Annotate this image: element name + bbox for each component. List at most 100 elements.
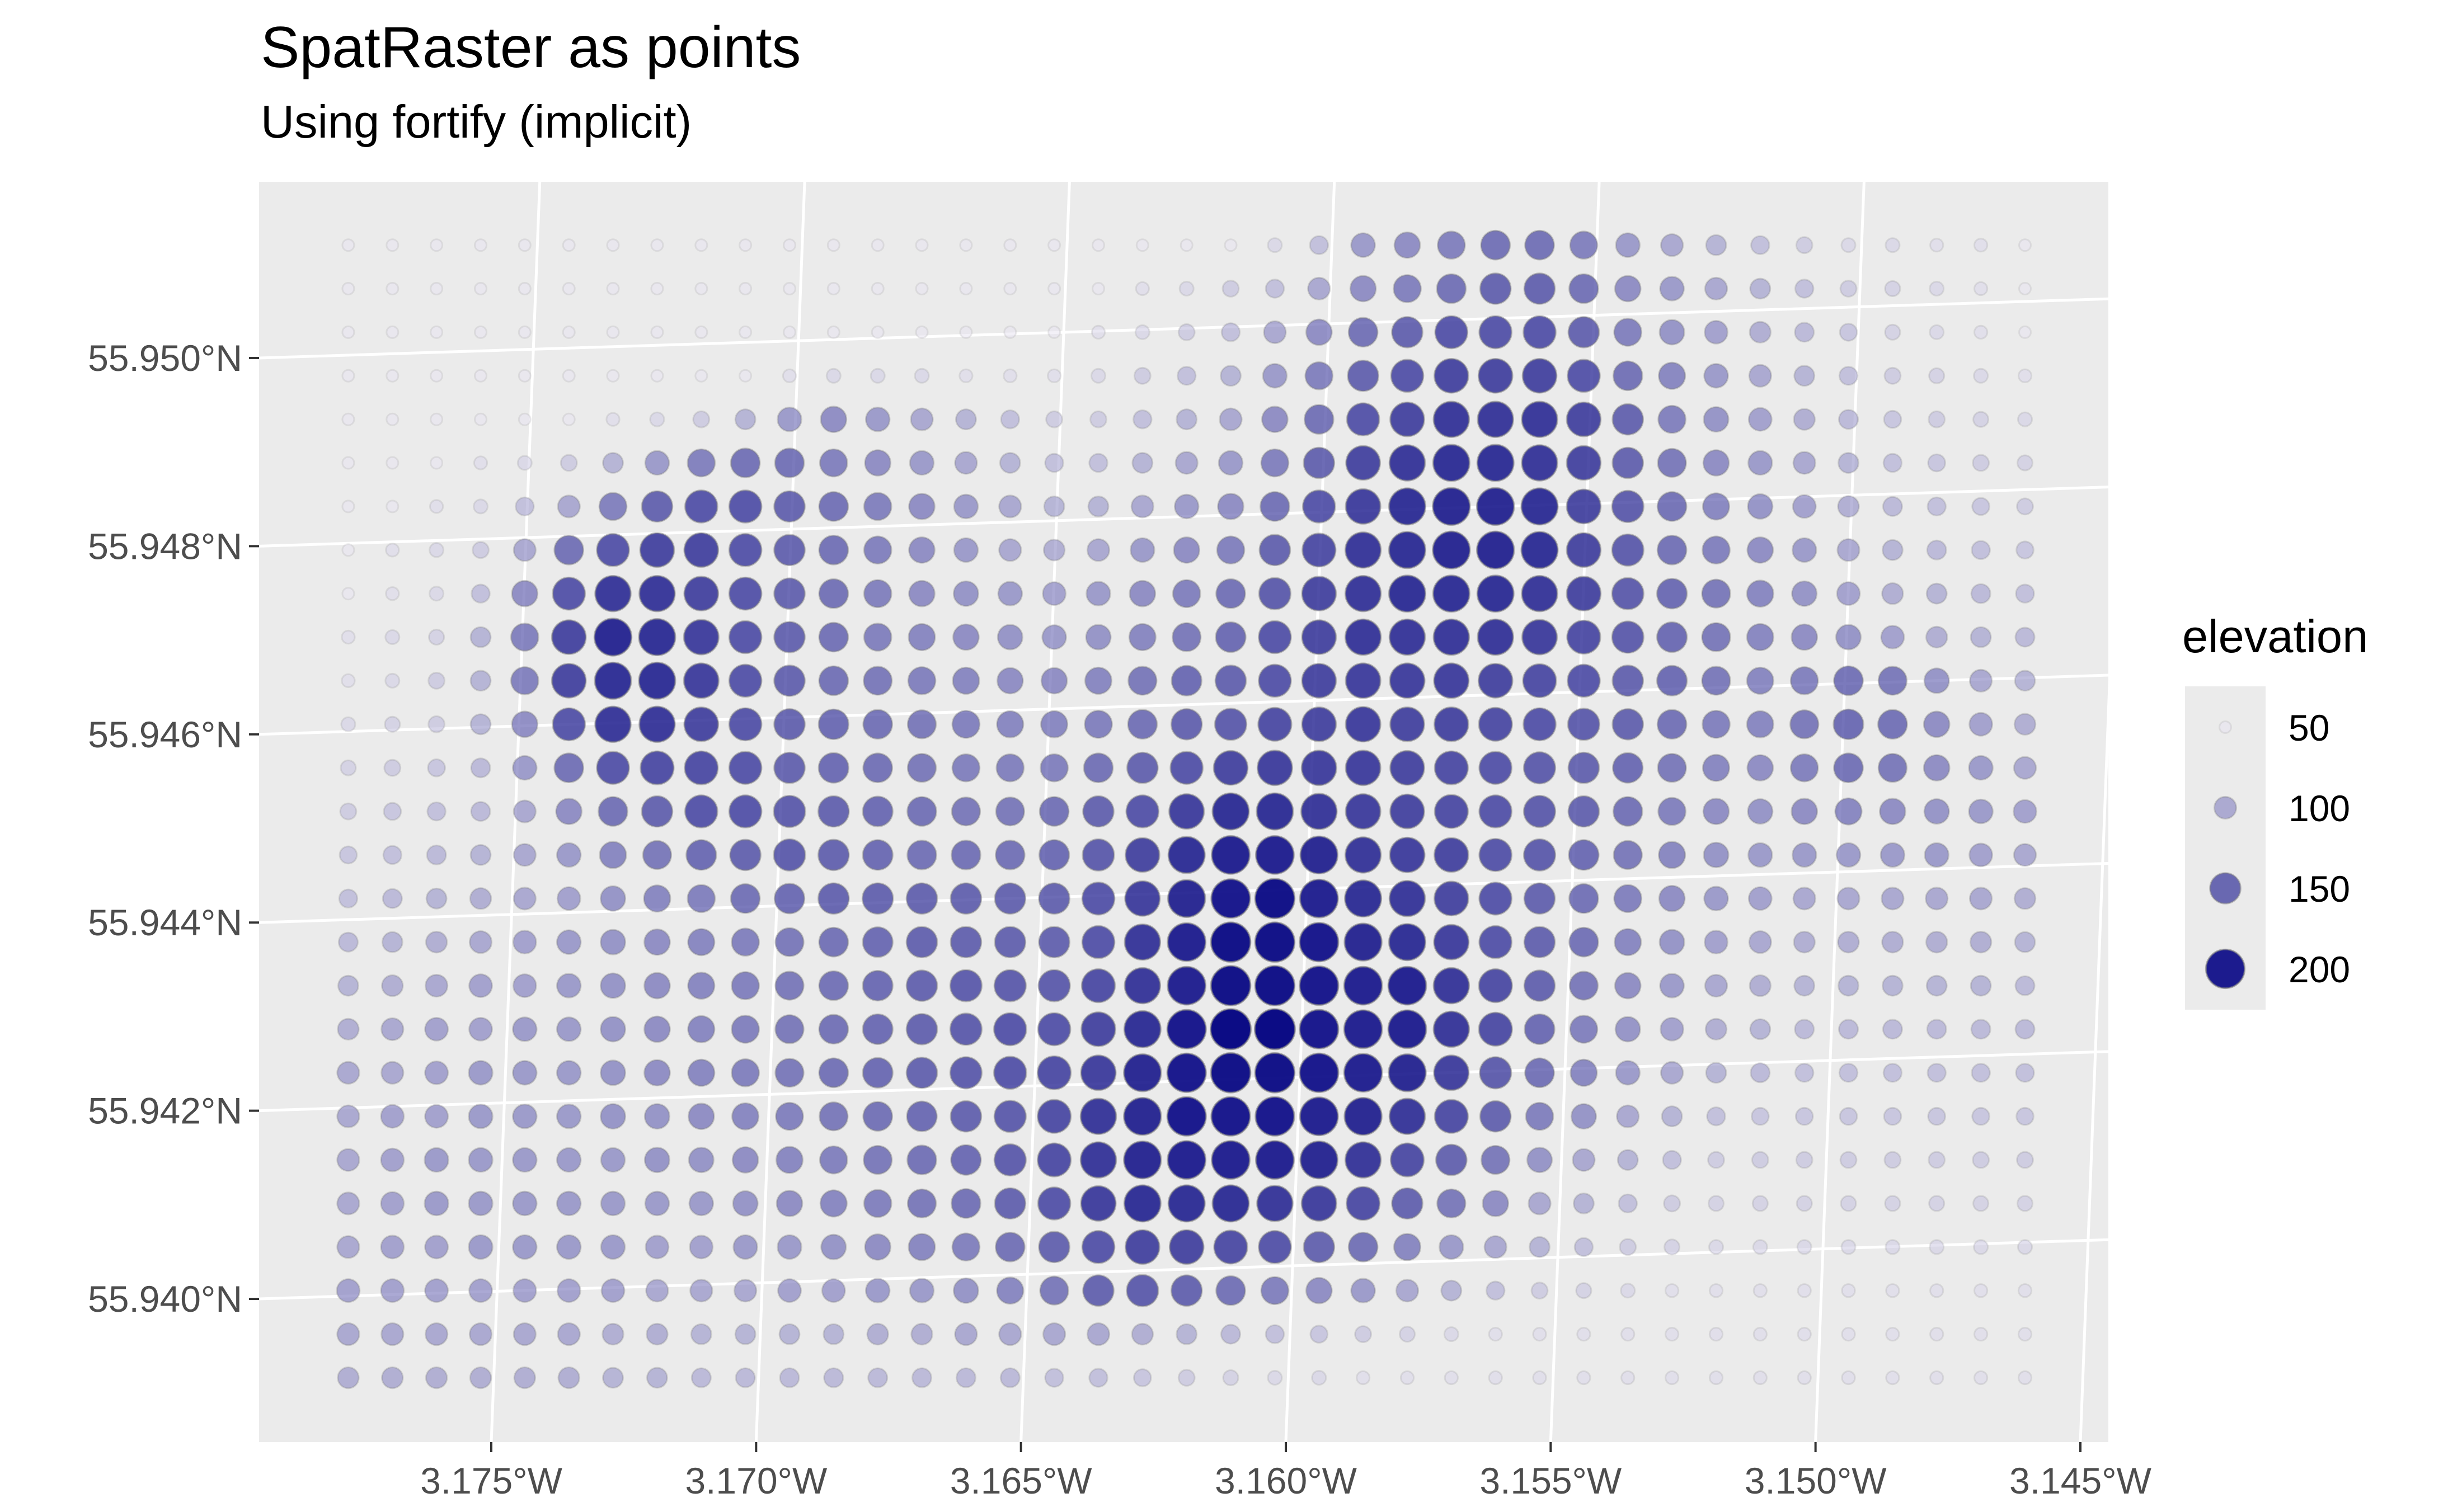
data-point <box>1791 623 1818 651</box>
data-point <box>995 840 1026 870</box>
data-point <box>906 840 937 870</box>
data-point <box>863 1145 893 1175</box>
data-point <box>2017 1327 2033 1342</box>
data-point <box>910 407 934 431</box>
data-point <box>908 536 936 564</box>
data-point <box>1523 751 1557 785</box>
data-point <box>1702 535 1731 565</box>
data-point <box>1124 924 1162 961</box>
data-point <box>952 666 980 695</box>
data-point <box>2016 1151 2034 1169</box>
data-point <box>862 839 894 871</box>
data-point <box>1123 1010 1162 1048</box>
data-point <box>562 325 576 339</box>
data-point <box>1877 666 1907 696</box>
data-point <box>424 1278 449 1303</box>
data-point <box>1795 1151 1813 1169</box>
data-point <box>1833 665 1864 696</box>
data-point <box>1345 750 1382 786</box>
data-point <box>1751 1151 1769 1169</box>
data-point <box>1576 1370 1591 1386</box>
data-point <box>1968 842 1994 868</box>
data-point <box>862 795 894 827</box>
data-point <box>1838 452 1859 474</box>
data-point <box>512 973 537 998</box>
data-point <box>1478 925 1512 959</box>
data-point <box>2014 670 2036 692</box>
data-point <box>338 888 359 909</box>
data-point <box>1390 359 1425 393</box>
data-point <box>1566 532 1602 568</box>
data-point <box>425 887 448 910</box>
data-point <box>600 1278 626 1303</box>
data-point <box>731 927 760 957</box>
data-point <box>1167 1140 1207 1180</box>
data-point <box>513 538 537 562</box>
data-point <box>1344 575 1382 613</box>
data-point <box>556 1104 582 1129</box>
data-point <box>862 970 894 1002</box>
data-point <box>1047 282 1061 295</box>
data-point <box>683 532 720 568</box>
data-point <box>1611 577 1644 610</box>
data-point <box>1883 1106 1902 1126</box>
data-point <box>683 576 720 611</box>
data-point <box>1794 1106 1814 1126</box>
data-point <box>1835 624 1862 651</box>
data-point <box>1210 965 1252 1006</box>
data-point <box>739 282 753 295</box>
data-point <box>1130 537 1155 563</box>
data-point <box>870 368 886 384</box>
data-point <box>1085 624 1112 651</box>
data-point <box>1928 367 1946 384</box>
data-point <box>1127 709 1158 740</box>
data-point <box>1258 534 1291 567</box>
data-point <box>511 580 539 607</box>
data-point <box>2013 713 2037 736</box>
data-point <box>1003 238 1017 252</box>
data-point <box>817 839 850 872</box>
data-point <box>1478 968 1513 1004</box>
data-point <box>424 1060 449 1085</box>
data-point <box>1301 533 1337 568</box>
data-point <box>1929 1370 1944 1386</box>
data-point <box>1523 272 1556 305</box>
data-point <box>1345 445 1381 481</box>
data-point <box>1970 1019 1991 1040</box>
data-point <box>1752 1370 1768 1386</box>
data-point <box>1299 1052 1340 1093</box>
data-point <box>643 1015 671 1043</box>
chart-subtitle: Using fortify (implicit) <box>261 96 692 148</box>
data-point <box>1929 1239 1945 1255</box>
data-point <box>556 929 582 955</box>
data-point <box>1521 575 1558 613</box>
data-point <box>1611 620 1644 654</box>
data-point <box>1476 487 1515 526</box>
data-point <box>557 1366 580 1389</box>
data-point <box>1210 878 1251 919</box>
data-point <box>774 971 805 1001</box>
data-point <box>739 325 753 339</box>
data-point <box>1705 1062 1727 1084</box>
data-point <box>862 709 893 740</box>
data-point <box>1752 1283 1768 1298</box>
data-point <box>381 974 404 997</box>
data-point <box>688 1190 715 1217</box>
data-point <box>1256 750 1293 786</box>
data-point <box>1346 402 1380 437</box>
data-point <box>556 1060 582 1086</box>
data-point <box>650 238 664 252</box>
data-point <box>2013 799 2037 824</box>
data-point <box>817 708 849 740</box>
data-point <box>382 888 403 909</box>
data-point <box>1793 931 1816 954</box>
data-point <box>1003 325 1017 339</box>
data-point <box>818 621 849 653</box>
data-point <box>906 1144 937 1175</box>
data-point <box>1391 316 1423 348</box>
data-point <box>562 282 576 295</box>
data-point <box>384 629 401 645</box>
data-point <box>773 665 806 697</box>
